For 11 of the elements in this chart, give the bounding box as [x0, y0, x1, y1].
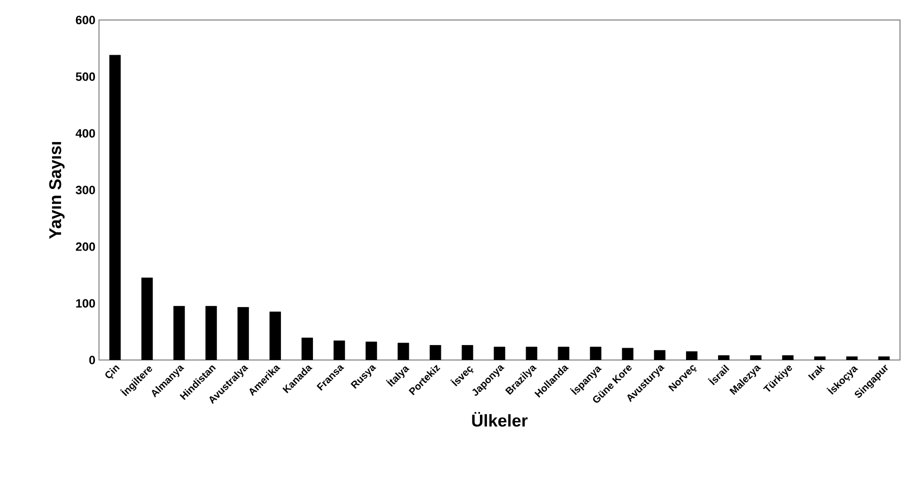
x-tick-label: Irak: [808, 364, 826, 380]
y-tick-label: 400: [76, 129, 95, 138]
y-tick-label: 0: [89, 356, 95, 364]
y-tick-label: 100: [76, 299, 95, 308]
x-tick-label: Çin: [105, 366, 120, 380]
x-axis-title: Ülkeler: [472, 412, 528, 427]
y-tick-label: 500: [76, 72, 95, 81]
y-tick-label: 300: [76, 186, 95, 194]
y-tick-label: 200: [76, 242, 95, 251]
y-axis-title: Yayın Sayısı: [49, 142, 65, 239]
y-tick-label: 600: [76, 16, 95, 24]
